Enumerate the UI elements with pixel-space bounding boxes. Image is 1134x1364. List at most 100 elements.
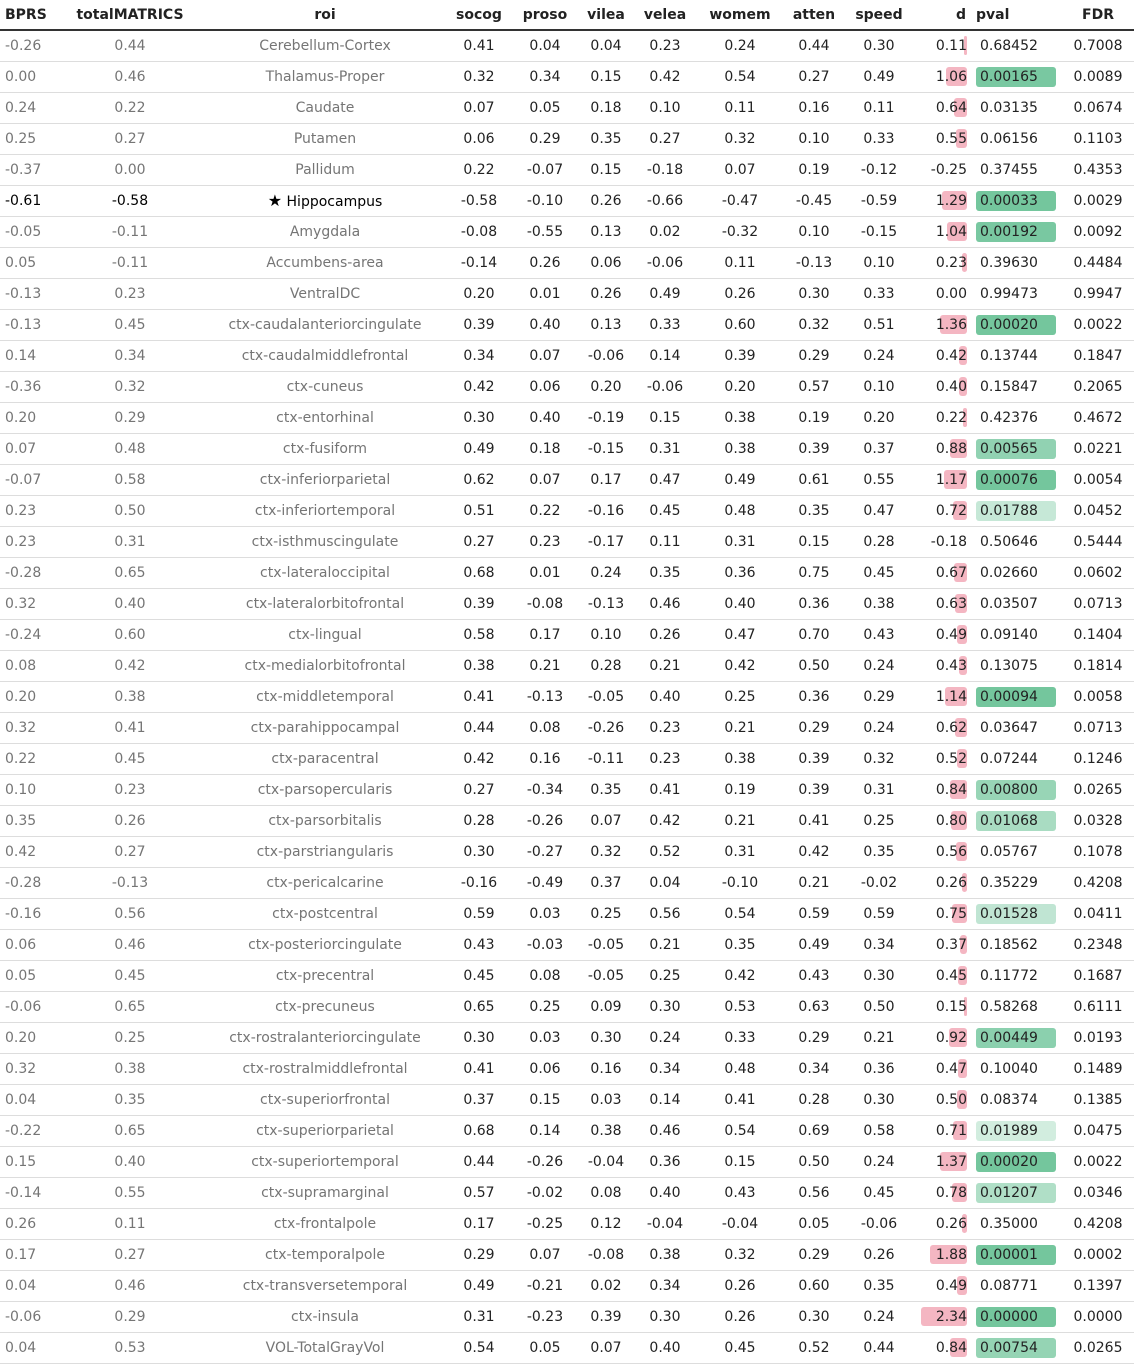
table-row[interactable]: -0.06 0.29 ctx-insula 0.31 -0.23 0.39 0.30 0.26…	[0, 1301, 1134, 1333]
table-row[interactable]: 0.10 0.23 ctx-parsopercularis 0.27 -0.34 0.35…	[0, 774, 1134, 806]
table-row[interactable]: 0.25 0.27 Putamen 0.06 0.29 0.35 0.27 0.32 0.10 0…	[0, 123, 1134, 155]
d-bar-wrap: 0.80	[915, 810, 967, 830]
d-bar	[959, 376, 967, 396]
table-row[interactable]: 0.32 0.40 ctx-lateralorbitofrontal 0.39 -0.0…	[0, 588, 1134, 620]
table-row[interactable]: 0.23 0.31 ctx-isthmuscingulate 0.27 0.23 -0.1…	[0, 526, 1134, 558]
d-value: 0.75	[935, 905, 967, 922]
d-bar-wrap: 1.17	[915, 469, 967, 489]
vilea-cell: 0.13	[582, 309, 630, 341]
speed-cell: 0.24	[848, 712, 910, 744]
table-row[interactable]: -0.13 0.23 VentralDC 0.20 0.01 0.26 0.49 0.26 0.…	[0, 278, 1134, 310]
col-header[interactable]: speed	[848, 0, 910, 31]
col-header[interactable]: velea	[630, 0, 700, 31]
d-bar-wrap: 2.34	[915, 1306, 967, 1326]
table-row[interactable]: 0.32 0.38 ctx-rostralmiddlefrontal 0.41 0.06…	[0, 1053, 1134, 1085]
table-row[interactable]: 0.35 0.26 ctx-parsorbitalis 0.28 -0.26 0.07 0.…	[0, 805, 1134, 837]
table-row[interactable]: 0.05 -0.11 Accumbens-area -0.14 0.26 0.06 -0.0…	[0, 247, 1134, 279]
socog-cell: 0.51	[450, 495, 508, 527]
col-header[interactable]: womem	[700, 0, 780, 31]
table-row[interactable]: 0.04 0.35 ctx-superiorfrontal 0.37 0.15 0.03 0…	[0, 1084, 1134, 1116]
atten-cell: 0.29	[780, 712, 848, 744]
pval-cell: 0.00449	[970, 1022, 1062, 1054]
d-bar	[958, 965, 967, 985]
atten-cell: 0.63	[780, 991, 848, 1023]
table-row[interactable]: -0.13 0.45 ctx-caudalanteriorcingulate 0.39…	[0, 309, 1134, 341]
table-row[interactable]: 0.08 0.42 ctx-medialorbitofrontal 0.38 0.21 0…	[0, 650, 1134, 682]
proso-cell: -0.03	[508, 929, 582, 961]
table-row[interactable]: -0.28 0.65 ctx-lateraloccipital 0.68 0.01 0.2…	[0, 557, 1134, 589]
womem-cell: 0.11	[700, 247, 780, 279]
table-row[interactable]: 0.05 0.45 ctx-precentral 0.45 0.08 -0.05 0.25 0…	[0, 960, 1134, 992]
col-header[interactable]: pval	[970, 0, 1062, 31]
pval-cell: 0.00076	[970, 464, 1062, 496]
table-row[interactable]: 0.32 0.41 ctx-parahippocampal 0.44 0.08 -0.26…	[0, 712, 1134, 744]
table-row[interactable]: 0.06 0.46 ctx-posteriorcingulate 0.43 -0.03-…	[0, 929, 1134, 961]
table-row[interactable]: -0.36 0.32 ctx-cuneus 0.42 0.06 0.20 -0.06 0.20…	[0, 371, 1134, 403]
table-row[interactable]: -0.14 0.55 ctx-supramarginal 0.57 -0.02 0.08 0…	[0, 1177, 1134, 1209]
d-value: 1.14	[935, 688, 967, 705]
table-row[interactable]: -0.16 0.56 ctx-postcentral 0.59 0.03 0.25 0.56…	[0, 898, 1134, 930]
col-header[interactable]: socog	[450, 0, 508, 31]
col-header[interactable]: d	[910, 0, 970, 31]
table-row[interactable]: 0.15 0.40 ctx-superiortemporal 0.44 -0.26 -0.…	[0, 1146, 1134, 1178]
col-header[interactable]: roi	[200, 0, 450, 31]
pval-cell: 0.02660	[970, 557, 1062, 589]
table-row[interactable]: -0.61 -0.58 ★ Hippocampus -0.58 -0.10 0.26 -0.…	[0, 185, 1134, 217]
total-matrics-cell: 0.65	[60, 557, 200, 589]
table-row[interactable]: 0.20 0.29 ctx-entorhinal 0.30 0.40 -0.19 0.15 0…	[0, 402, 1134, 434]
fdr-cell: 0.5444	[1062, 526, 1134, 558]
pval-cell: 0.99473	[970, 278, 1062, 310]
col-header[interactable]: FDR	[1062, 0, 1134, 31]
col-header[interactable]: proso	[508, 0, 582, 31]
table-row[interactable]: 0.26 0.11 ctx-frontalpole 0.17 -0.25 0.12 -0.0…	[0, 1208, 1134, 1240]
vilea-cell: 0.25	[582, 898, 630, 930]
total-matrics-cell: 0.40	[60, 1146, 200, 1178]
table-row[interactable]: -0.22 0.65 ctx-superiorparietal 0.68 0.14 0.3…	[0, 1115, 1134, 1147]
table-row[interactable]: 0.00 0.46 Thalamus-Proper 0.32 0.34 0.15 0.42 0…	[0, 61, 1134, 93]
vilea-cell: -0.15	[582, 433, 630, 465]
table-row[interactable]: -0.07 0.58 ctx-inferiorparietal 0.62 0.07 0.1…	[0, 464, 1134, 496]
table-row[interactable]: 0.23 0.50 ctx-inferiortemporal 0.51 0.22 -0.1…	[0, 495, 1134, 527]
womem-cell: 0.48	[700, 1053, 780, 1085]
table-row[interactable]: 0.14 0.34 ctx-caudalmiddlefrontal 0.34 0.07-…	[0, 340, 1134, 372]
table-row[interactable]: 0.22 0.45 ctx-paracentral 0.42 0.16 -0.11 0.23…	[0, 743, 1134, 775]
total-matrics-cell: -0.58	[60, 185, 200, 217]
socog-cell: 0.43	[450, 929, 508, 961]
bprs-cell: 0.07	[0, 433, 60, 465]
col-header[interactable]: BPRS	[0, 0, 60, 31]
table-body: -0.26 0.44 Cerebellum-Cortex 0.41 0.04 0.04 0.…	[0, 30, 1134, 1364]
d-value: 0.45	[935, 967, 967, 984]
table-row[interactable]: 0.07 0.48 ctx-fusiform 0.49 0.18 -0.15 0.31 0.3…	[0, 433, 1134, 465]
proso-cell: -0.02	[508, 1177, 582, 1209]
d-cell: 0.80	[910, 805, 970, 837]
atten-cell: 0.70	[780, 619, 848, 651]
table-row[interactable]: 0.20 0.38 ctx-middletemporal 0.41 -0.13 -0.05…	[0, 681, 1134, 713]
table-row[interactable]: 0.42 0.27 ctx-parstriangularis 0.30 -0.27 0.3…	[0, 836, 1134, 868]
table-row[interactable]: 0.17 0.27 ctx-temporalpole 0.29 0.07 -0.08 0.3…	[0, 1239, 1134, 1271]
table-row[interactable]: -0.26 0.44 Cerebellum-Cortex 0.41 0.04 0.04 0.…	[0, 30, 1134, 62]
table-row[interactable]: 0.04 0.46 ctx-transversetemporal 0.49 -0.21 0…	[0, 1270, 1134, 1302]
roi-cell: ctx-supramarginal	[200, 1177, 450, 1209]
table-row[interactable]: -0.06 0.65 ctx-precuneus 0.65 0.25 0.09 0.30 0.…	[0, 991, 1134, 1023]
col-header[interactable]: totalMATRICS	[60, 0, 200, 31]
vilea-cell: 0.07	[582, 1332, 630, 1364]
table-row[interactable]: -0.37 0.00 Pallidum 0.22 -0.07 0.15 -0.18 0.07 0…	[0, 154, 1134, 186]
d-bar	[955, 593, 967, 613]
roi-cell: ctx-superiorfrontal	[200, 1084, 450, 1116]
pval-cell: 0.00001	[970, 1239, 1062, 1271]
bprs-cell: 0.23	[0, 495, 60, 527]
d-cell: 0.43	[910, 650, 970, 682]
d-bar-wrap: 0.67	[915, 562, 967, 582]
socog-cell: 0.30	[450, 1022, 508, 1054]
col-header[interactable]: vilea	[582, 0, 630, 31]
table-row[interactable]: 0.24 0.22 Caudate 0.07 0.05 0.18 0.10 0.11 0.16 0…	[0, 92, 1134, 124]
table-row[interactable]: -0.28 -0.13 ctx-pericalcarine -0.16 -0.49 0.3…	[0, 867, 1134, 899]
table-row[interactable]: -0.24 0.60 ctx-lingual 0.58 0.17 0.10 0.26 0.47…	[0, 619, 1134, 651]
table-row[interactable]: 0.20 0.25 ctx-rostralanteriorcingulate 0.30…	[0, 1022, 1134, 1054]
fdr-cell: 0.7008	[1062, 30, 1134, 62]
speed-cell: 0.26	[848, 1239, 910, 1271]
table-row[interactable]: 0.04 0.53 VOL-TotalGrayVol 0.54 0.05 0.07 0.40…	[0, 1332, 1134, 1364]
socog-cell: 0.32	[450, 61, 508, 93]
col-header[interactable]: atten	[780, 0, 848, 31]
table-row[interactable]: -0.05 -0.11 Amygdala -0.08 -0.55 0.13 0.02 -0.3…	[0, 216, 1134, 248]
